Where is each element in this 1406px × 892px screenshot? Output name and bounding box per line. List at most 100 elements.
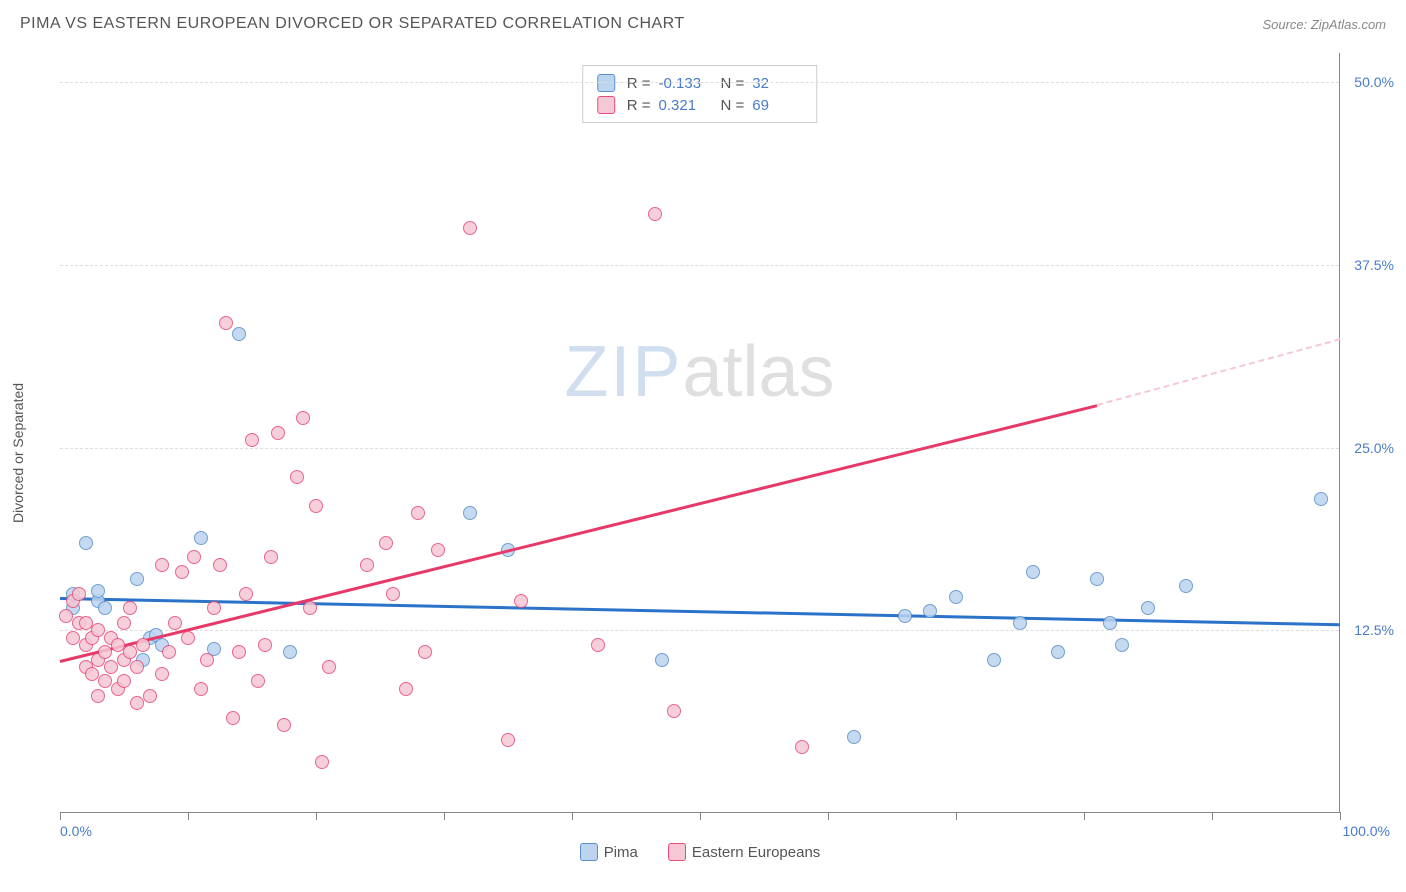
data-point xyxy=(360,558,374,572)
data-point xyxy=(155,558,169,572)
data-point xyxy=(226,711,240,725)
data-point xyxy=(130,572,144,586)
chart-title: PIMA VS EASTERN EUROPEAN DIVORCED OR SEP… xyxy=(20,15,685,33)
data-point xyxy=(155,667,169,681)
data-point xyxy=(386,587,400,601)
data-point xyxy=(98,645,112,659)
data-point xyxy=(98,674,112,688)
x-min-label: 0.0% xyxy=(60,823,92,839)
legend-swatch-pima xyxy=(580,843,598,861)
data-point xyxy=(591,638,605,652)
data-point xyxy=(219,316,233,330)
data-point xyxy=(399,682,413,696)
data-point xyxy=(648,207,662,221)
data-point xyxy=(98,601,112,615)
data-point xyxy=(175,565,189,579)
n-value-eastern: 69 xyxy=(752,97,802,114)
x-tick xyxy=(188,812,189,820)
data-point xyxy=(251,674,265,688)
data-point xyxy=(123,601,137,615)
chart-header: PIMA VS EASTERN EUROPEAN DIVORCED OR SEP… xyxy=(10,10,1396,43)
data-point xyxy=(123,645,137,659)
x-tick xyxy=(1084,812,1085,820)
watermark: ZIPatlas xyxy=(564,331,834,413)
legend-label-eastern: Eastern Europeans xyxy=(692,844,820,861)
data-point xyxy=(987,653,1001,667)
data-point xyxy=(290,470,304,484)
stats-legend: R = -0.133 N = 32 R = 0.321 N = 69 xyxy=(582,65,818,123)
data-point xyxy=(277,718,291,732)
data-point xyxy=(271,426,285,440)
data-point xyxy=(117,616,131,630)
y-axis-label: Divorced or Separated xyxy=(10,383,26,523)
gridline xyxy=(60,630,1339,631)
data-point xyxy=(85,667,99,681)
data-point xyxy=(514,594,528,608)
data-point xyxy=(213,558,227,572)
y-tick-label: 37.5% xyxy=(1354,257,1394,273)
legend-item-pima: Pima xyxy=(580,843,638,861)
data-point xyxy=(431,543,445,557)
y-tick-label: 25.0% xyxy=(1354,440,1394,456)
stats-row-eastern: R = 0.321 N = 69 xyxy=(597,94,803,116)
data-point xyxy=(162,645,176,659)
data-point xyxy=(104,660,118,674)
data-point xyxy=(847,730,861,744)
data-point xyxy=(143,689,157,703)
data-point xyxy=(79,536,93,550)
data-point xyxy=(187,550,201,564)
x-tick xyxy=(444,812,445,820)
data-point xyxy=(207,601,221,615)
x-tick xyxy=(700,812,701,820)
chart-container: Divorced or Separated ZIPatlas R = -0.13… xyxy=(10,43,1396,863)
data-point xyxy=(194,531,208,545)
data-point xyxy=(1013,616,1027,630)
watermark-atlas: atlas xyxy=(682,332,834,412)
x-tick xyxy=(60,812,61,820)
watermark-zip: ZIP xyxy=(564,332,682,412)
data-point xyxy=(258,638,272,652)
x-tick xyxy=(828,812,829,820)
data-point xyxy=(59,609,73,623)
bottom-legend: Pima Eastern Europeans xyxy=(60,843,1340,861)
data-point xyxy=(117,674,131,688)
data-point xyxy=(1103,616,1117,630)
gridline xyxy=(60,265,1339,266)
r-value-eastern: 0.321 xyxy=(659,97,709,114)
legend-swatch-eastern xyxy=(668,843,686,861)
data-point xyxy=(949,590,963,604)
x-tick xyxy=(316,812,317,820)
trend-dash-eastern-europeans xyxy=(1097,338,1341,406)
gridline xyxy=(60,448,1339,449)
data-point xyxy=(239,587,253,601)
legend-item-eastern: Eastern Europeans xyxy=(668,843,820,861)
data-point xyxy=(245,433,259,447)
data-point xyxy=(232,327,246,341)
data-point xyxy=(1115,638,1129,652)
data-point xyxy=(1314,492,1328,506)
data-point xyxy=(795,740,809,754)
x-tick xyxy=(572,812,573,820)
x-max-label: 100.0% xyxy=(1343,823,1390,839)
data-point xyxy=(232,645,246,659)
data-point xyxy=(667,704,681,718)
data-point xyxy=(463,506,477,520)
data-point xyxy=(1090,572,1104,586)
data-point xyxy=(463,221,477,235)
data-point xyxy=(130,660,144,674)
data-point xyxy=(418,645,432,659)
data-point xyxy=(91,623,105,637)
x-tick xyxy=(1212,812,1213,820)
data-point xyxy=(1026,565,1040,579)
data-point xyxy=(72,587,86,601)
data-point xyxy=(91,689,105,703)
y-tick-label: 50.0% xyxy=(1354,74,1394,90)
data-point xyxy=(1179,579,1193,593)
trend-line-eastern-europeans xyxy=(60,404,1097,662)
data-point xyxy=(315,755,329,769)
data-point xyxy=(309,499,323,513)
data-point xyxy=(136,638,150,652)
data-point xyxy=(655,653,669,667)
data-point xyxy=(322,660,336,674)
data-point xyxy=(200,653,214,667)
